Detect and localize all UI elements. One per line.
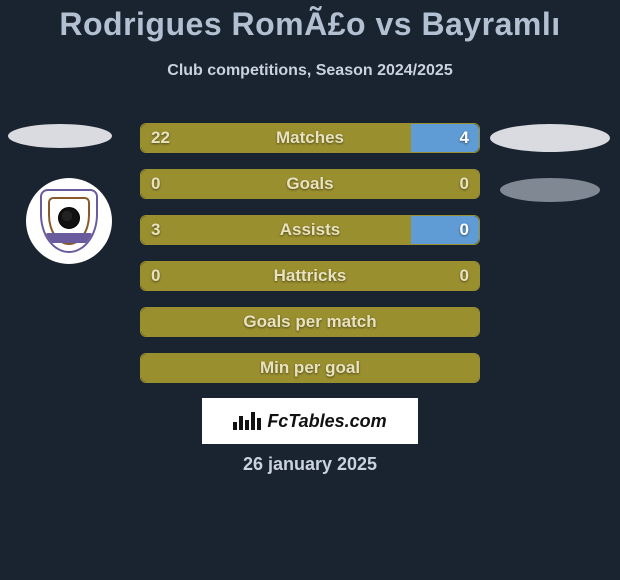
stat-value-right: 4 <box>460 124 469 152</box>
team-left-placeholder <box>8 124 112 148</box>
logo-text: FcTables.com <box>267 411 386 432</box>
stat-value-left: 0 <box>151 170 160 198</box>
team-right-placeholder-2 <box>500 178 600 202</box>
stat-value-left: 0 <box>151 262 160 290</box>
stat-label: Goals per match <box>141 308 479 336</box>
stat-value-right: 0 <box>460 170 469 198</box>
stat-value-left: 3 <box>151 216 160 244</box>
stat-label: Hattricks <box>141 262 479 290</box>
stats-panel: Matches224Goals00Assists30Hattricks00Goa… <box>140 123 480 399</box>
stat-row: Min per goal <box>140 353 480 383</box>
fctables-logo: FcTables.com <box>202 398 418 444</box>
team-right-placeholder <box>490 124 610 152</box>
stat-row: Matches22 4 <box>140 123 480 153</box>
stat-row: Hattricks0 0 <box>140 261 480 291</box>
stat-label: Min per goal <box>141 354 479 382</box>
ribbon-icon <box>46 233 92 243</box>
page-title: Rodrigues RomÃ£o vs Bayramlı <box>0 6 620 43</box>
stat-row: Goals per match <box>140 307 480 337</box>
club-crest-left <box>26 178 112 264</box>
stat-value-right: 0 <box>460 216 469 244</box>
subtitle: Club competitions, Season 2024/2025 <box>0 62 620 80</box>
date-text: 26 january 2025 <box>0 454 620 475</box>
stat-row: Assists3 0 <box>140 215 480 245</box>
stat-value-right: 0 <box>460 262 469 290</box>
stat-value-left: 22 <box>151 124 170 152</box>
stat-label: Goals <box>141 170 479 198</box>
soccer-ball-icon <box>58 207 80 229</box>
stat-label: Assists <box>141 216 479 244</box>
stat-row: Goals0 0 <box>140 169 480 199</box>
shield-icon <box>40 189 98 253</box>
bars-icon <box>233 412 261 430</box>
stat-label: Matches <box>141 124 479 152</box>
